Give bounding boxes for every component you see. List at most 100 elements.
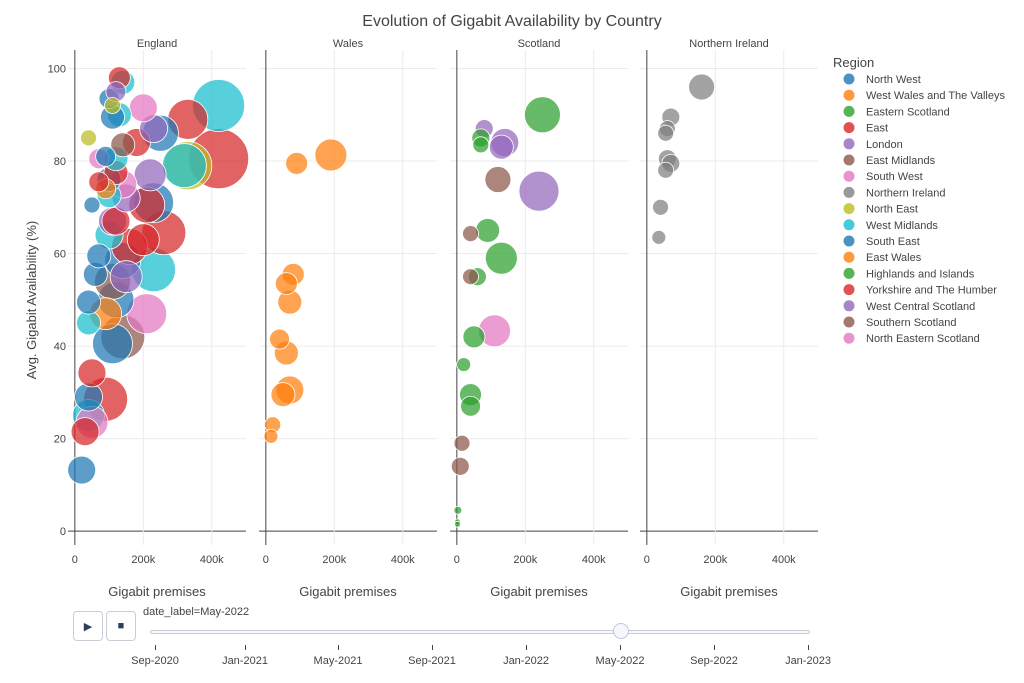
legend-item[interactable]: West Central Scotland xyxy=(843,300,976,313)
legend-label: West Central Scotland xyxy=(866,301,975,313)
data-point-bubble[interactable] xyxy=(314,138,348,172)
slider-tick-mark xyxy=(808,645,809,650)
data-point-bubble[interactable] xyxy=(133,158,167,192)
data-point-bubble[interactable] xyxy=(462,268,479,286)
legend-item[interactable]: East xyxy=(843,122,889,135)
legend-item[interactable]: Northern Ireland xyxy=(843,186,946,200)
legend-item[interactable]: North Eastern Scotland xyxy=(843,332,980,346)
data-point-bubble[interactable] xyxy=(453,505,463,515)
legend-label: North West xyxy=(866,74,921,86)
x-tick-label: 0 xyxy=(644,554,650,566)
data-point-bubble[interactable] xyxy=(450,456,470,476)
legend-item[interactable]: Eastern Scotland xyxy=(843,105,950,119)
slider-tick-label[interactable]: Jan-2022 xyxy=(503,655,549,667)
slider-tick-label[interactable]: May-2022 xyxy=(595,655,645,667)
x-tick-label: 400k xyxy=(582,554,606,566)
legend-item[interactable]: East Midlands xyxy=(843,154,936,168)
data-point-bubble[interactable] xyxy=(126,223,160,257)
y-tick-label: 20 xyxy=(54,434,66,446)
data-point-bubble[interactable] xyxy=(128,93,158,123)
legend-marker xyxy=(843,138,855,150)
data-point-bubble[interactable] xyxy=(475,218,501,243)
data-point-bubble[interactable] xyxy=(269,328,290,350)
data-point-bubble[interactable] xyxy=(76,310,101,336)
slider-tick-mark xyxy=(432,645,433,650)
facet-wales: Wales 0 200k 400k Gigabit premises xyxy=(259,38,437,599)
data-point-bubble[interactable] xyxy=(67,455,97,485)
slider-tick-label[interactable]: Sep-2020 xyxy=(131,655,179,667)
legend-item[interactable]: North West xyxy=(843,73,921,87)
legend-marker xyxy=(843,284,855,296)
y-tick-label: 40 xyxy=(54,341,66,353)
legend-item[interactable]: South East xyxy=(843,235,920,249)
data-point-bubble[interactable] xyxy=(453,434,471,452)
data-point-bubble[interactable] xyxy=(518,170,560,212)
data-point-bubble[interactable] xyxy=(161,143,207,189)
legend-item[interactable]: Highlands and Islands xyxy=(843,267,975,281)
data-point-bubble[interactable] xyxy=(104,97,121,114)
date-slider-handle[interactable] xyxy=(613,623,630,639)
data-point-bubble[interactable] xyxy=(462,325,486,349)
data-point-bubble[interactable] xyxy=(456,357,472,372)
data-point-bubble[interactable] xyxy=(77,358,107,388)
x-tick-label: 400k xyxy=(772,554,796,566)
slider-tick-label[interactable]: Sep-2022 xyxy=(690,655,738,667)
data-point-bubble[interactable] xyxy=(657,124,675,142)
data-point-bubble[interactable] xyxy=(460,395,481,417)
data-point-bubble[interactable] xyxy=(110,132,136,158)
data-point-bubble[interactable] xyxy=(70,417,100,447)
data-point-bubble[interactable] xyxy=(86,243,112,269)
legend-marker xyxy=(843,154,855,166)
slider-tick-label[interactable]: May-2021 xyxy=(313,655,363,667)
legend-item[interactable]: Southern Scotland xyxy=(843,316,957,330)
data-point-bubble[interactable] xyxy=(83,196,101,214)
legend-item[interactable]: East Wales xyxy=(843,251,922,265)
legend-item[interactable]: South West xyxy=(843,170,923,184)
x-tick-label: 0 xyxy=(72,554,78,566)
slider-tick-label[interactable]: Jan-2023 xyxy=(785,655,831,667)
legend-marker xyxy=(843,251,855,263)
facet-northern-ireland: Northern Ireland 0 200k 400k Gigabit premise… xyxy=(640,38,818,599)
legend-label: South West xyxy=(866,171,923,183)
legend-label: London xyxy=(866,139,903,151)
data-point-bubble[interactable] xyxy=(263,428,279,444)
data-point-bubble[interactable] xyxy=(524,96,561,134)
data-point-bubble[interactable] xyxy=(652,198,669,216)
data-point-bubble[interactable] xyxy=(95,146,117,167)
data-point-bubble[interactable] xyxy=(651,229,667,245)
slider-tick-label[interactable]: Sep-2021 xyxy=(408,655,456,667)
slider-tick-label[interactable]: Jan-2021 xyxy=(222,655,268,667)
data-point-bubble[interactable] xyxy=(109,260,143,294)
x-tick-label: 200k xyxy=(703,554,727,566)
data-point-bubble[interactable] xyxy=(270,382,296,408)
data-point-bubble[interactable] xyxy=(462,225,479,243)
x-tick-label: 0 xyxy=(263,554,269,566)
slider-tick-mark xyxy=(155,645,156,650)
data-point-bubble[interactable] xyxy=(472,136,490,154)
slider-tick-mark xyxy=(338,645,339,650)
facet-title: Scotland xyxy=(518,38,561,50)
date-slider-track[interactable] xyxy=(150,630,810,634)
legend-item[interactable]: West Wales and The Valleys xyxy=(843,89,1006,103)
legend-label: Southern Scotland xyxy=(866,317,957,329)
data-point-bubble[interactable] xyxy=(76,289,101,315)
legend-item[interactable]: London xyxy=(843,138,903,151)
play-button[interactable]: ▶ xyxy=(73,611,103,641)
data-point-bubble[interactable] xyxy=(285,151,309,175)
legend-item[interactable]: Yorkshire and The Humber xyxy=(843,284,998,297)
data-point-bubble[interactable] xyxy=(488,134,514,160)
data-point-bubble[interactable] xyxy=(454,520,461,528)
data-point-bubble[interactable] xyxy=(484,241,518,275)
x-tick-label: 200k xyxy=(131,554,155,566)
y-tick-label: 60 xyxy=(54,249,66,261)
legend-item[interactable]: North East xyxy=(843,203,918,216)
data-point-bubble[interactable] xyxy=(74,382,103,412)
data-point-bubble[interactable] xyxy=(274,272,298,296)
legend-item[interactable]: West Midlands xyxy=(843,219,939,232)
data-point-bubble[interactable] xyxy=(80,129,97,147)
stop-button[interactable]: ■ xyxy=(106,611,136,641)
data-point-bubble[interactable] xyxy=(657,161,675,179)
data-point-bubble[interactable] xyxy=(688,73,716,101)
data-point-bubble[interactable] xyxy=(88,171,110,193)
data-point-bubble[interactable] xyxy=(484,166,512,193)
